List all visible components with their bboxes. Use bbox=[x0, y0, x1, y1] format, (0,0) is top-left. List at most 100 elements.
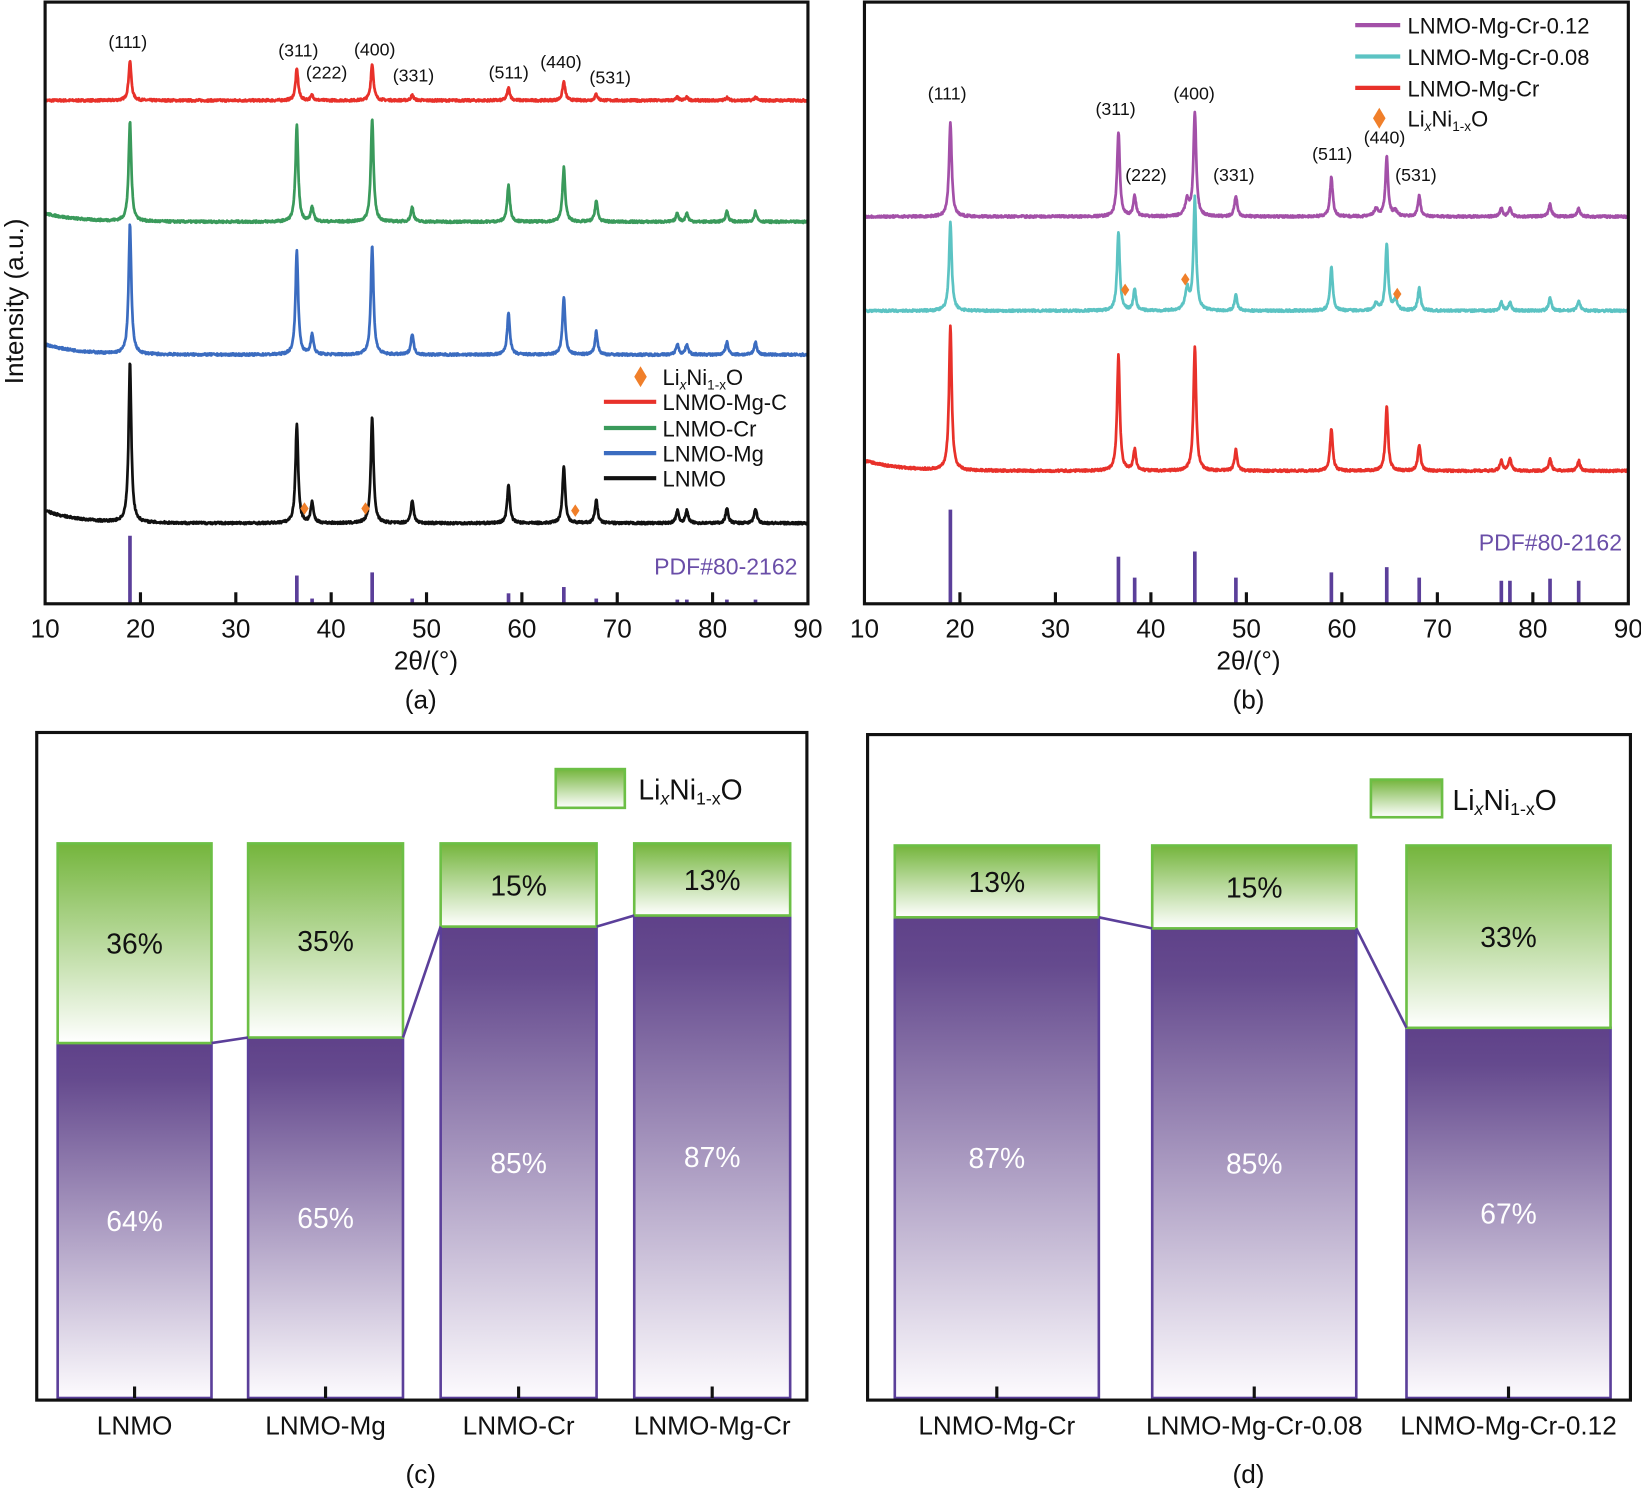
hkl-label: (222) bbox=[1125, 165, 1166, 185]
bar-segment-phase bbox=[1150, 844, 1358, 930]
bar-segment-phase bbox=[632, 842, 792, 917]
plot-frame-b bbox=[862, 0, 1630, 606]
hkl-label: (531) bbox=[589, 68, 630, 88]
legend-d: LixNi1-xO bbox=[1369, 778, 1557, 819]
category-label: LNMO-Mg-Cr-0.08 bbox=[1146, 1411, 1363, 1441]
panel-caption-d: (d) bbox=[1232, 1459, 1264, 1488]
category-label: LNMO-Cr bbox=[463, 1411, 575, 1441]
bar-data-label-bottom: 87% bbox=[969, 1142, 1026, 1174]
reference-label-b: PDF#80-2162 bbox=[1479, 529, 1622, 555]
bar-segment-bottom bbox=[893, 916, 1101, 1400]
x-tick-label: 40 bbox=[317, 613, 346, 643]
connector-line bbox=[211, 1036, 249, 1045]
x-tick-label: 40 bbox=[1136, 613, 1165, 643]
category-label: LNMO-Mg-Cr bbox=[634, 1411, 791, 1441]
xrd-series-line bbox=[44, 118, 809, 225]
bar-data-label-phase: 33% bbox=[1480, 921, 1537, 953]
x-tick-label: 60 bbox=[1327, 613, 1356, 643]
x-tick-label: 50 bbox=[1232, 613, 1261, 643]
bar-segment-bottom bbox=[439, 925, 598, 1400]
bar-data-label-bottom: 65% bbox=[297, 1202, 354, 1234]
bar-data-label-phase: 15% bbox=[490, 869, 547, 901]
hkl-label: (400) bbox=[354, 39, 395, 59]
hkl-label: (331) bbox=[1213, 165, 1254, 185]
xrd-series-line bbox=[43, 59, 809, 103]
bar-panel-d: 13% 87% LNMO-Mg-Cr 15% 85% LNMO-Mg-Cr-0.08 33%… bbox=[866, 733, 1632, 1488]
x-tick-label: 70 bbox=[603, 613, 632, 643]
hkl-label: (400) bbox=[1173, 83, 1214, 103]
diamond-marker-icon bbox=[1373, 107, 1386, 129]
bar-segment-phase bbox=[439, 842, 598, 928]
legend-a: LixNi1-xO bbox=[634, 365, 743, 392]
stacked-bars-d: 13% 87% LNMO-Mg-Cr 15% 85% LNMO-Mg-Cr-0.08 33%… bbox=[893, 844, 1617, 1441]
bar-data-label-bottom: 85% bbox=[490, 1147, 547, 1179]
impurity-diamond-marker bbox=[361, 502, 370, 515]
xrd-curves-b: LNMO-Mg-Cr-0.12 LNMO-Mg-Cr-0.08 LNMO-Mg-Cr… bbox=[863, 13, 1630, 474]
category-label: LNMO-Mg bbox=[265, 1411, 386, 1441]
x-tick-label: 50 bbox=[412, 613, 441, 643]
hkl-label: (331) bbox=[393, 66, 434, 86]
x-tick-label: 10 bbox=[31, 613, 60, 643]
legend-swatch-phase bbox=[554, 767, 627, 810]
x-axis-label-b: 2θ/(°) bbox=[1216, 646, 1280, 676]
category-label: LNMO bbox=[97, 1411, 173, 1441]
bar-data-label-bottom: 87% bbox=[684, 1141, 741, 1173]
hkl-label: (311) bbox=[278, 41, 318, 61]
bar-data-label-phase: 36% bbox=[106, 928, 163, 960]
connector-line bbox=[596, 914, 635, 928]
y-axis-label-a: Intensity (a.u.) bbox=[0, 218, 29, 384]
x-tick-label: 80 bbox=[698, 613, 727, 643]
hkl-label: (111) bbox=[108, 32, 147, 52]
bar-segment-phase bbox=[246, 842, 405, 1039]
hkl-label: (440) bbox=[540, 52, 581, 72]
bar-segment-bottom bbox=[1150, 927, 1358, 1400]
bar-segment-phase bbox=[1405, 844, 1612, 1030]
hkl-label: (111) bbox=[928, 83, 967, 103]
legend-label: LNMO-Mg-Cr bbox=[1408, 76, 1540, 101]
category-label: LNMO-Mg-Cr-0.12 bbox=[1400, 1411, 1617, 1441]
bar-data-label-bottom: 67% bbox=[1480, 1197, 1537, 1229]
plot-frame-c bbox=[35, 730, 809, 1402]
xrd-series-line bbox=[863, 194, 1630, 314]
bar-panel-c: 36% 64% LNMO 35% 65% LNMO-Mg 15% 85% LNMO-Cr 13% 8… bbox=[35, 730, 809, 1488]
xrd-series-line bbox=[44, 362, 809, 526]
legend-label-phase: LixNi1-xO bbox=[1408, 107, 1489, 134]
legend-label-phase: LixNi1-xO bbox=[662, 365, 743, 392]
legend-b: LixNi1-xO bbox=[1373, 107, 1488, 134]
bar-data-label-phase: 13% bbox=[684, 864, 741, 896]
xrd-series-line bbox=[863, 110, 1630, 220]
xrd-panel-b: LNMO-Mg-Cr-0.12 LNMO-Mg-Cr-0.08 LNMO-Mg-Cr… bbox=[850, 0, 1641, 714]
connector-line bbox=[401, 926, 442, 1038]
legend-label: LNMO bbox=[662, 467, 725, 492]
hkl-label: (222) bbox=[306, 62, 347, 82]
impurity-diamond-marker bbox=[571, 504, 580, 517]
x-tick-label: 90 bbox=[1614, 613, 1641, 643]
bar-segment-phase bbox=[56, 842, 213, 1045]
x-tick-label: 20 bbox=[945, 613, 974, 643]
x-tick-label: 30 bbox=[221, 613, 250, 643]
hkl-label: (511) bbox=[1312, 144, 1352, 164]
x-tick-label: 90 bbox=[793, 613, 822, 643]
x-axis-label-a: 2θ/(°) bbox=[394, 646, 458, 676]
xrd-series-line bbox=[863, 324, 1630, 474]
impurity-diamond-marker bbox=[1181, 273, 1190, 286]
category-label: LNMO-Mg-Cr bbox=[918, 1411, 1075, 1441]
hkl-label: (511) bbox=[489, 62, 529, 82]
bar-data-label-phase: 13% bbox=[969, 866, 1026, 898]
plot-frame-a bbox=[43, 0, 810, 606]
reference-label-a: PDF#80-2162 bbox=[654, 553, 797, 579]
panel-caption-c: (c) bbox=[406, 1459, 437, 1488]
impurity-diamond-marker bbox=[1393, 287, 1402, 301]
x-tick-label: 20 bbox=[126, 613, 155, 643]
bar-data-label-bottom: 85% bbox=[1226, 1148, 1283, 1180]
legend-label: LNMO-Mg bbox=[662, 441, 763, 466]
x-tick-label: 60 bbox=[507, 613, 536, 643]
bar-segment-phase bbox=[893, 844, 1101, 919]
legend-label: LNMO-Mg-C bbox=[662, 390, 787, 415]
x-tick-label: 10 bbox=[850, 613, 879, 643]
impurity-diamond-marker bbox=[300, 502, 309, 515]
x-axis-ticks-b: 10 20 30 40 50 60 70 80 90 bbox=[850, 592, 1641, 643]
x-axis-ticks-a: 10 20 30 40 50 60 70 80 90 bbox=[31, 592, 822, 643]
panel-caption-b: (b) bbox=[1232, 684, 1264, 714]
